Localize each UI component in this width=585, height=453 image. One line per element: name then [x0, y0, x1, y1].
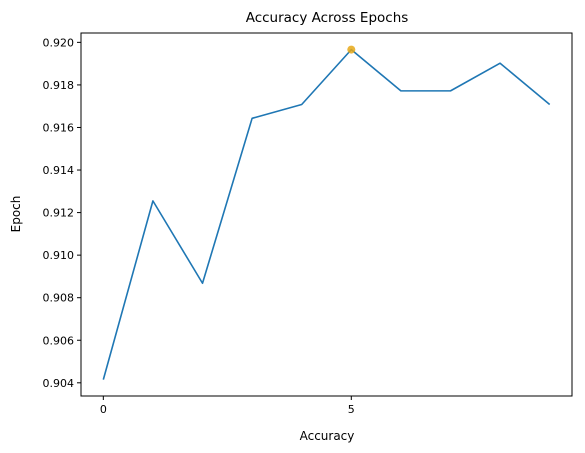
- y-tick-label: 0.904: [43, 377, 75, 390]
- data-layer: [102, 45, 551, 380]
- plot-frame: [80, 32, 573, 397]
- y-tick-label: 0.920: [43, 36, 75, 49]
- y-tick-label: 0.912: [43, 207, 75, 220]
- max-accuracy-point: [347, 45, 356, 54]
- y-tick-label: 0.918: [43, 79, 75, 92]
- x-tick-label: 5: [348, 403, 355, 416]
- x-axis-label: Accuracy: [300, 429, 355, 443]
- series-line: [102, 48, 551, 380]
- y-tick-label: 0.914: [43, 164, 75, 177]
- chart-title: Accuracy Across Epochs: [246, 10, 409, 26]
- x-tick-label: 0: [100, 403, 107, 416]
- y-tick-label: 0.910: [43, 249, 75, 262]
- y-tick-label: 0.908: [43, 292, 75, 305]
- y-tick-label: 0.916: [43, 121, 75, 134]
- y-tick-label: 0.906: [43, 334, 75, 347]
- ticks-layer: 0.904 0.906 0.908 0.910 0.912 0.914 0.916 0.918…: [43, 36, 355, 416]
- y-axis-label: Epoch: [9, 196, 23, 233]
